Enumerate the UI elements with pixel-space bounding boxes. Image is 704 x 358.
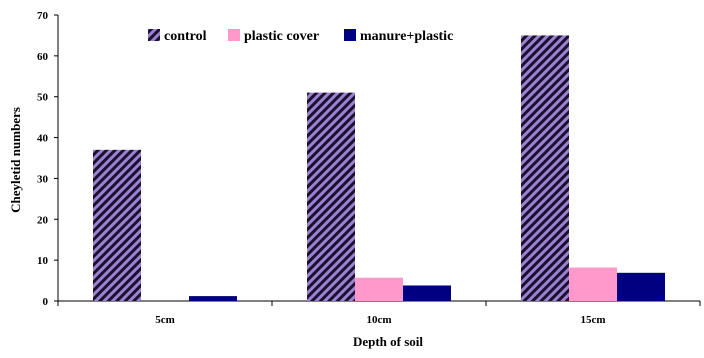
x-tick-label: 15cm — [580, 314, 605, 326]
y-tick-label: 10 — [37, 255, 49, 267]
bar-manure-plastic — [189, 296, 237, 301]
y-tick-label: 60 — [37, 51, 49, 63]
x-axis-title: Depth of soil — [353, 334, 423, 349]
y-axis-title: Cheyletid numbers — [8, 107, 23, 213]
legend-swatch — [148, 29, 160, 41]
bar-control — [307, 92, 355, 301]
x-tick-label: 10cm — [366, 314, 391, 326]
bar-manure-plastic — [617, 272, 665, 301]
bars — [93, 35, 665, 302]
y-tick-label: 30 — [37, 173, 49, 185]
legend-swatch — [228, 29, 240, 41]
bar-control — [521, 35, 569, 302]
y-tick-label: 50 — [37, 92, 49, 104]
legend-label: control — [164, 29, 207, 44]
y-tick-label: 70 — [37, 10, 49, 22]
bar-manure-plastic — [403, 285, 451, 301]
x-tick-label: 5cm — [155, 314, 175, 326]
y-tick-label: 40 — [37, 133, 49, 145]
axes — [54, 14, 701, 306]
legend: control plastic cover manure+plastic — [148, 29, 453, 44]
legend-swatch — [344, 29, 356, 41]
legend-label: manure+plastic — [360, 29, 453, 44]
y-tick-label: 0 — [43, 296, 49, 308]
bar-plastic-cover — [355, 277, 403, 301]
bar-control — [93, 149, 141, 301]
legend-label: plastic cover — [244, 29, 319, 44]
y-tick-label: 20 — [37, 214, 49, 226]
bar-plastic-cover — [569, 267, 617, 301]
tick-labels: 0 10 20 30 40 50 60 70 5cm 10cm 15cm — [37, 10, 606, 326]
